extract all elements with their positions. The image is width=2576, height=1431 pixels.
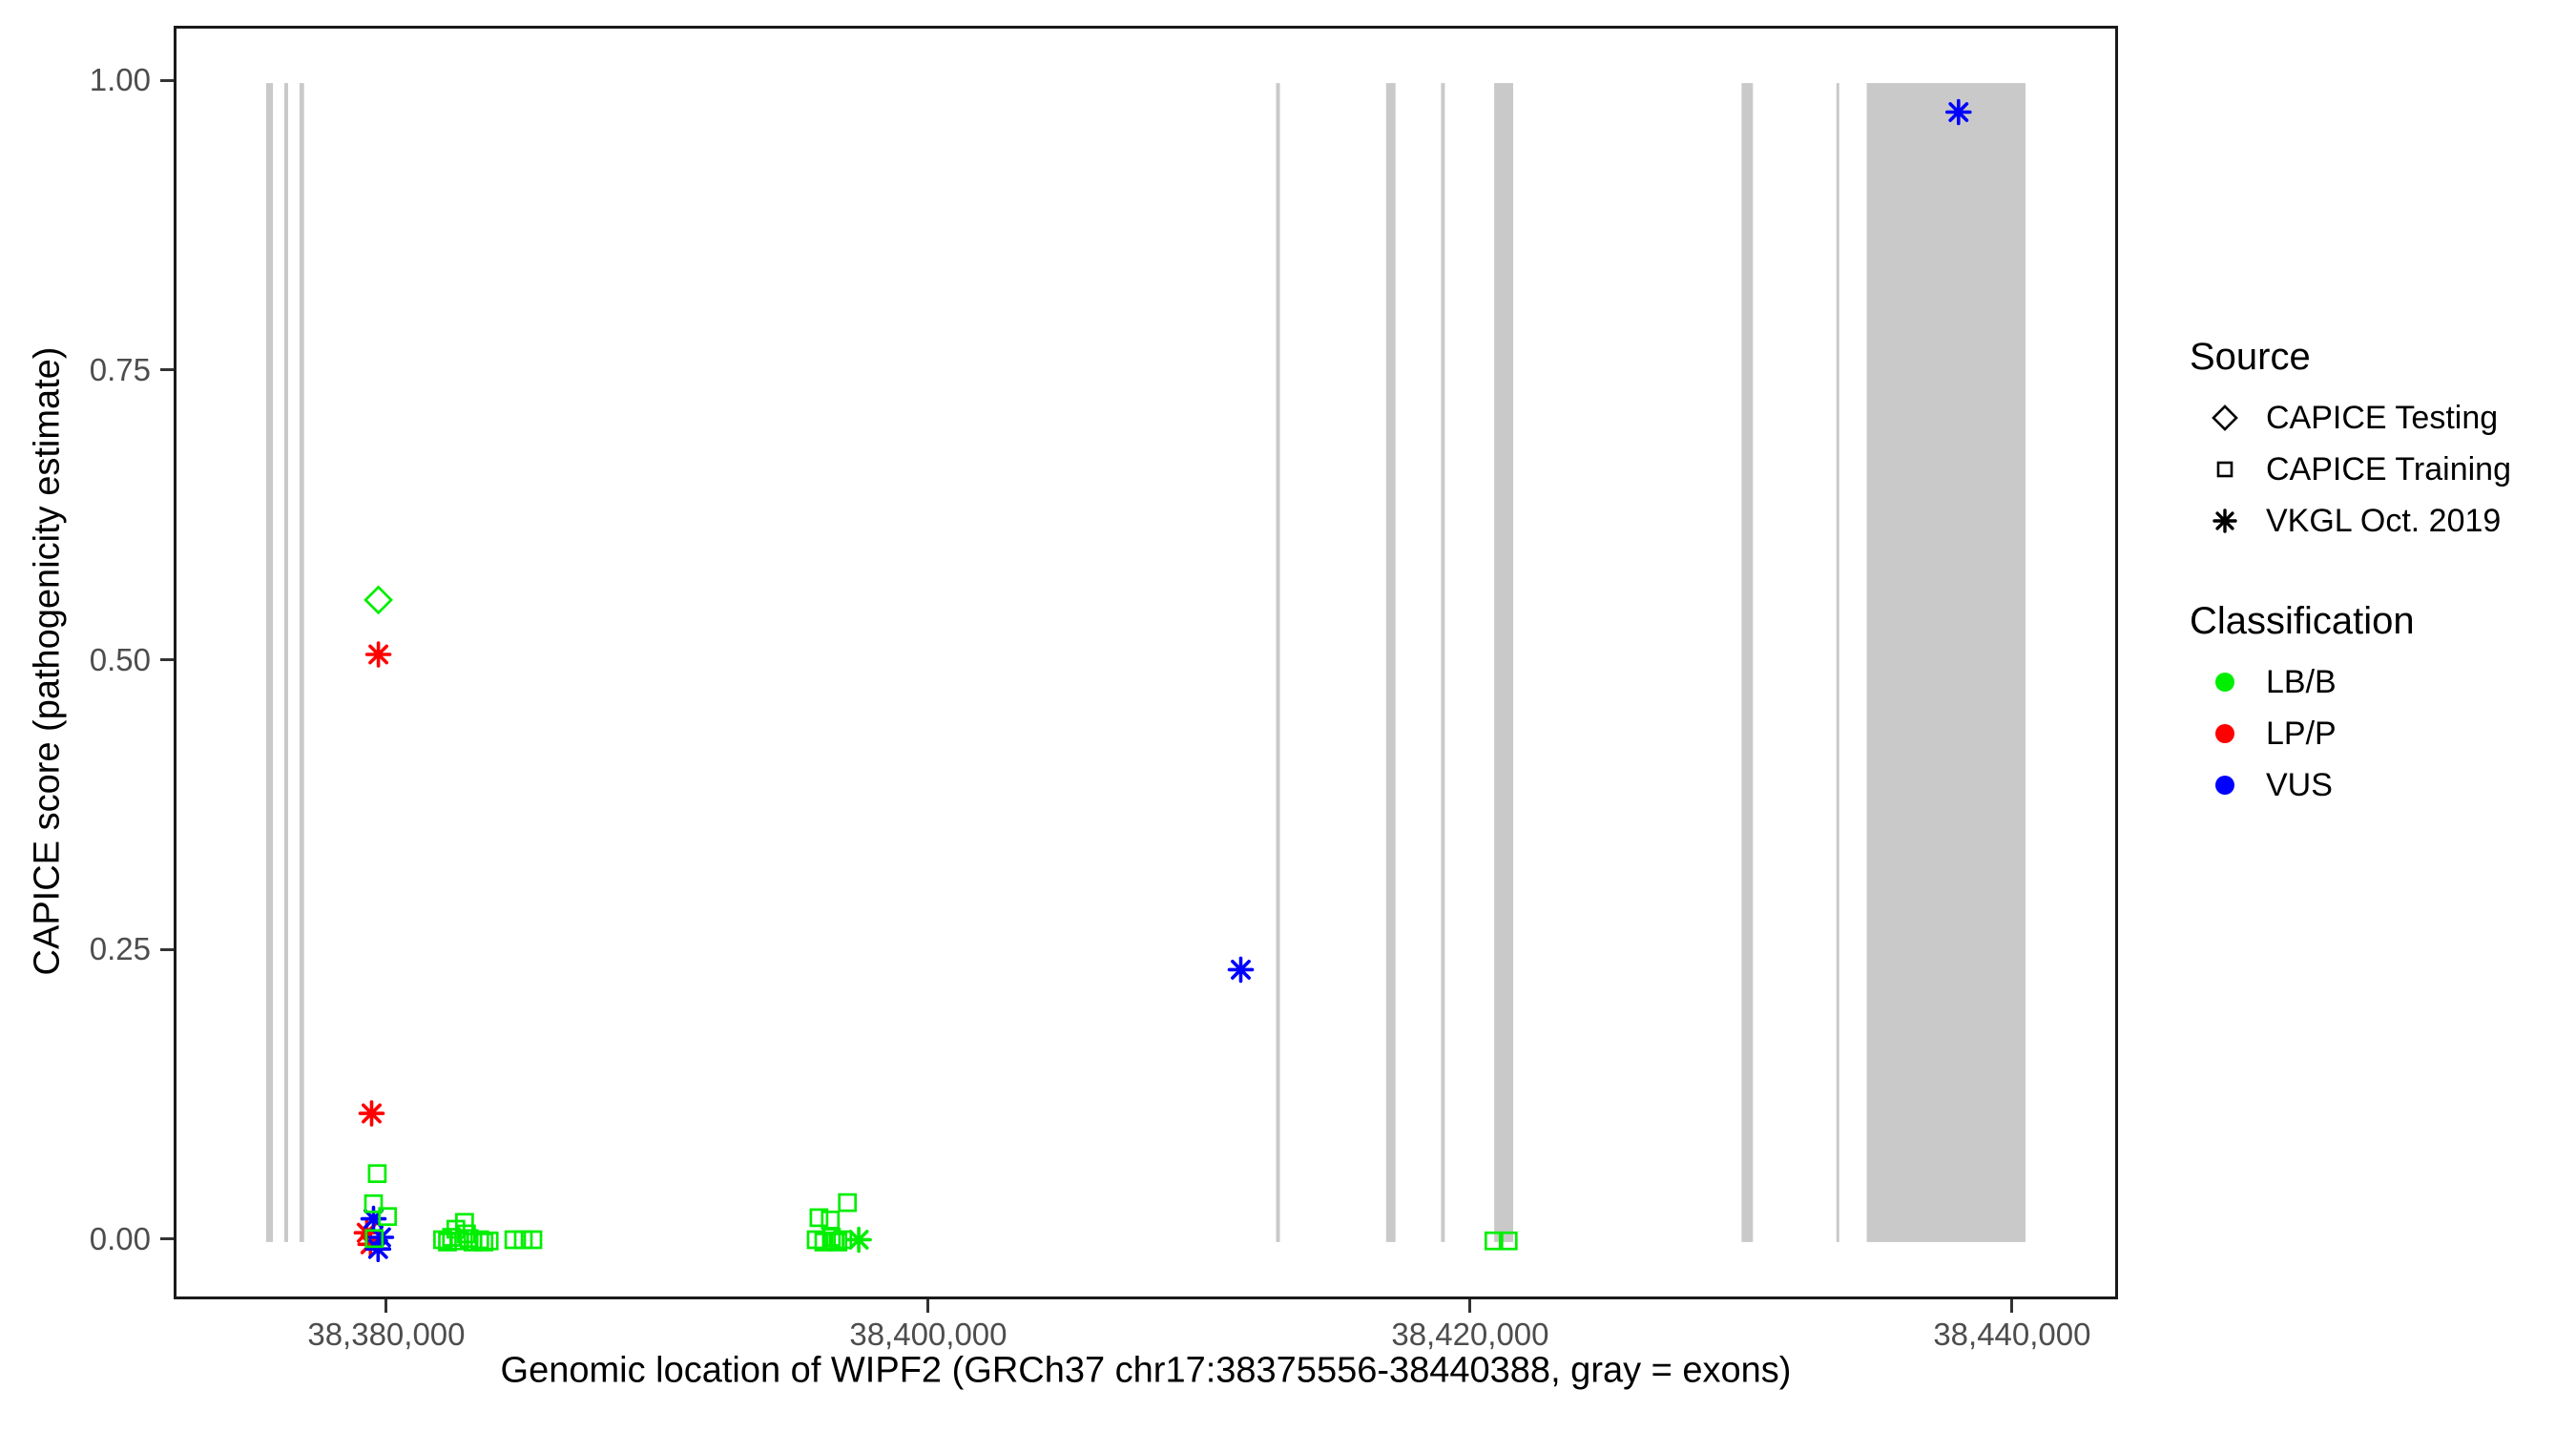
- x-tick-mark: [926, 1299, 930, 1313]
- point-square: [2216, 461, 2233, 478]
- exon-band: [1494, 83, 1513, 1242]
- legend-item: VUS: [2190, 759, 2562, 811]
- exon-band: [1836, 83, 1839, 1242]
- point-circle: [2215, 724, 2234, 743]
- point-square: [809, 1208, 829, 1228]
- y-tick-mark: [160, 1237, 174, 1241]
- legend-item-label: CAPICE Testing: [2266, 399, 2499, 436]
- point-square: [1498, 1231, 1518, 1251]
- y-tick-mark: [160, 658, 174, 661]
- legend-item: CAPICE Testing: [2190, 392, 2562, 444]
- point-diamond: [364, 585, 393, 615]
- point-square: [828, 1233, 848, 1252]
- x-tick-mark: [384, 1299, 388, 1313]
- point-circle: [2215, 673, 2234, 692]
- y-tick-mark: [160, 368, 174, 372]
- legend-item: LB/B: [2190, 656, 2562, 708]
- point-asterisk: [1227, 956, 1255, 984]
- point-asterisk: [364, 641, 392, 668]
- y-tick-label: 0.75: [89, 351, 151, 387]
- legend-classification-title: Classification: [2190, 600, 2415, 642]
- x-tick-mark: [2010, 1299, 2014, 1313]
- point-asterisk: [845, 1226, 872, 1254]
- point-square: [821, 1228, 841, 1247]
- y-tick-label: 0.25: [89, 931, 151, 967]
- point-square: [513, 1230, 533, 1250]
- asterisk-legend-icon: [2212, 508, 2237, 533]
- exon-band: [1385, 83, 1396, 1242]
- legend-gap: [2190, 547, 2562, 600]
- x-tick-label: 38,380,000: [307, 1317, 466, 1352]
- legend-item-label: CAPICE Training: [2266, 450, 2511, 487]
- x-tick-label: 38,420,000: [1391, 1317, 1549, 1352]
- exon-band: [1741, 83, 1754, 1242]
- legend-item: CAPICE Training: [2190, 444, 2562, 495]
- point-asterisk: [360, 1205, 387, 1233]
- y-tick-label: 0.50: [89, 641, 151, 677]
- legend-item-label: VKGL Oct. 2019: [2266, 502, 2502, 539]
- x-tick-mark: [1468, 1299, 1472, 1313]
- y-tick-label: 0.00: [89, 1220, 151, 1256]
- point-asterisk: [1945, 98, 1972, 126]
- legend-item: VKGL Oct. 2019: [2190, 495, 2562, 547]
- point-square: [838, 1192, 858, 1213]
- legend-item-label: LP/P: [2266, 715, 2337, 752]
- plot-panel: [174, 26, 2118, 1299]
- square-legend-icon: [2216, 461, 2233, 478]
- point-asterisk: [2212, 508, 2237, 533]
- y-tick-mark: [160, 78, 174, 82]
- dot-legend-icon: [2215, 776, 2234, 795]
- dot-legend-icon: [2215, 673, 2234, 692]
- legend-item-label: VUS: [2266, 766, 2333, 803]
- point-square: [364, 1193, 384, 1213]
- legend-classification-items: LB/B LP/P VUS: [2190, 656, 2562, 811]
- exon-band: [284, 83, 288, 1242]
- exon-band: [1866, 83, 2025, 1242]
- point-square: [367, 1164, 387, 1184]
- legend: Source CAPICE Testing CAPICE Training VKGL…: [2190, 336, 2562, 811]
- legend-source-title: Source: [2190, 336, 2311, 378]
- exon-band: [299, 83, 304, 1242]
- diamond-legend-icon: [2212, 404, 2238, 431]
- x-axis-title: Genomic location of WIPF2 (GRCh37 chr17:…: [500, 1350, 1792, 1391]
- y-axis-title: CAPICE score (pathogenicity estimate): [27, 346, 68, 976]
- point-diamond: [2212, 404, 2238, 431]
- legend-item: LP/P: [2190, 708, 2562, 759]
- point-square: [378, 1207, 398, 1227]
- exon-band: [266, 83, 274, 1242]
- point-square: [504, 1230, 524, 1250]
- point-square: [523, 1230, 543, 1250]
- exon-band: [1276, 83, 1280, 1242]
- dot-legend-icon: [2215, 724, 2234, 743]
- point-asterisk: [357, 1231, 384, 1258]
- x-tick-label: 38,400,000: [849, 1317, 1008, 1352]
- point-square: [469, 1230, 489, 1250]
- legend-item-label: LB/B: [2266, 663, 2337, 700]
- point-square: [364, 1229, 384, 1249]
- point-asterisk: [367, 1224, 395, 1251]
- point-square: [459, 1229, 479, 1249]
- exon-band: [1441, 83, 1445, 1242]
- legend-source-items: CAPICE Testing CAPICE Training VKGL Oct. 2…: [2190, 392, 2562, 547]
- plot-area: [266, 83, 2025, 1262]
- point-asterisk: [364, 1235, 392, 1262]
- point-square: [1484, 1231, 1504, 1251]
- point-circle: [2215, 776, 2234, 795]
- point-asterisk: [358, 1100, 385, 1127]
- y-tick-mark: [160, 947, 174, 951]
- point-square: [479, 1231, 499, 1251]
- x-tick-label: 38,440,000: [1933, 1317, 2091, 1352]
- y-tick-label: 1.00: [89, 62, 151, 98]
- point-square: [833, 1230, 853, 1250]
